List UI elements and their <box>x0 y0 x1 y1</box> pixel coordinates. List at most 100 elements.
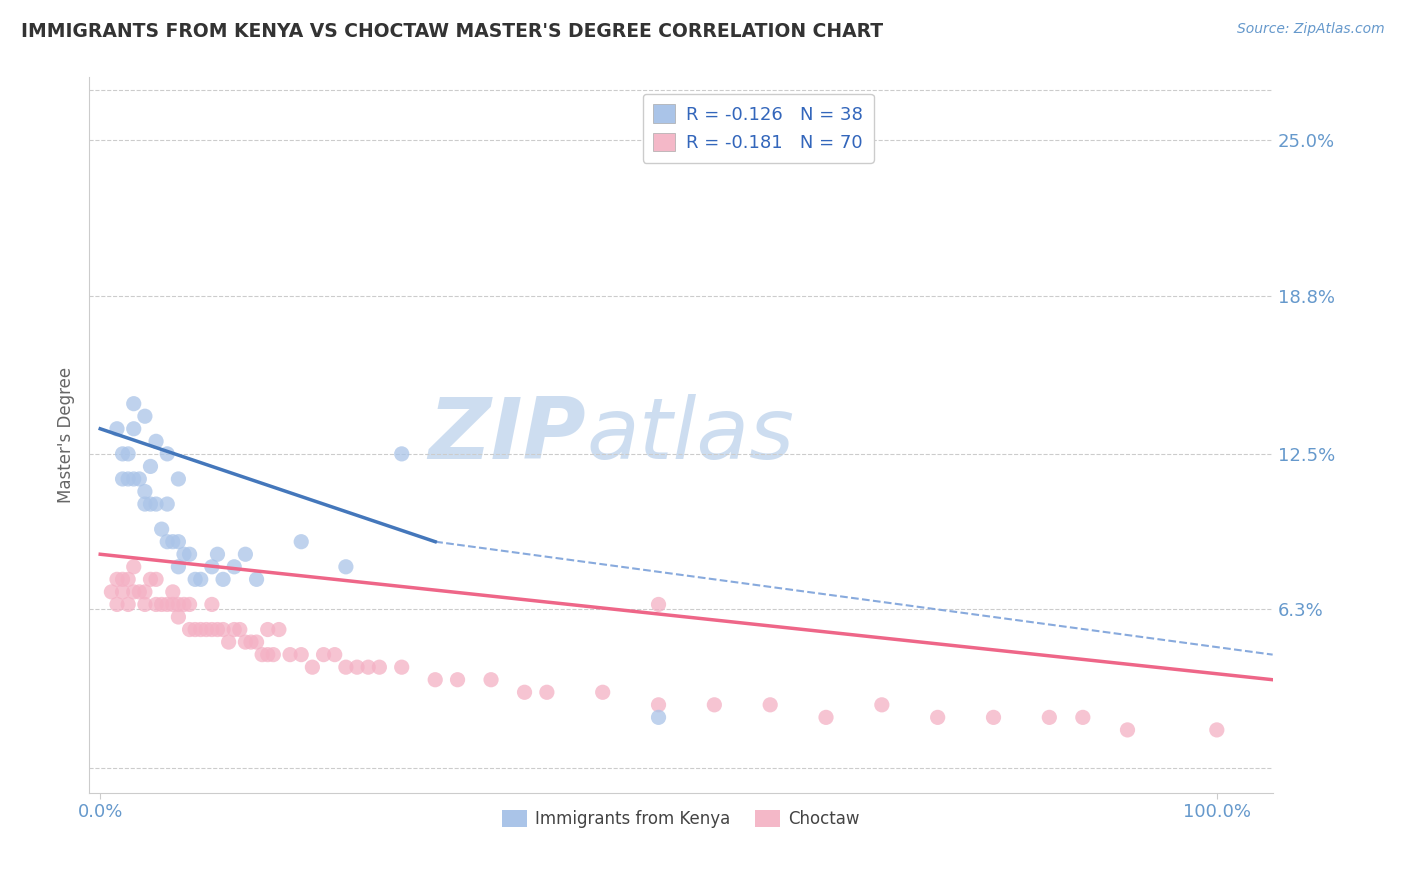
Point <box>323 648 346 662</box>
Point <box>105 572 128 586</box>
Point <box>100 585 122 599</box>
Point <box>647 598 669 612</box>
Point <box>167 534 190 549</box>
Point <box>212 623 235 637</box>
Text: ZIP: ZIP <box>429 393 586 476</box>
Point <box>1205 723 1227 737</box>
Point <box>184 623 207 637</box>
Point <box>224 623 246 637</box>
Point <box>195 623 218 637</box>
Point <box>105 422 128 436</box>
Point <box>536 685 558 699</box>
Point <box>218 635 240 649</box>
Point <box>145 434 167 449</box>
Point <box>335 660 357 674</box>
Point <box>278 648 301 662</box>
Point <box>156 497 179 511</box>
Point <box>111 585 134 599</box>
Point <box>190 623 212 637</box>
Point <box>368 660 391 674</box>
Point <box>224 559 246 574</box>
Point <box>446 673 468 687</box>
Point <box>139 572 162 586</box>
Point <box>201 623 224 637</box>
Point <box>1116 723 1139 737</box>
Point <box>245 635 267 649</box>
Text: IMMIGRANTS FROM KENYA VS CHOCTAW MASTER'S DEGREE CORRELATION CHART: IMMIGRANTS FROM KENYA VS CHOCTAW MASTER'… <box>21 22 883 41</box>
Point <box>391 447 413 461</box>
Point <box>190 572 212 586</box>
Point <box>814 710 837 724</box>
Point <box>179 547 201 561</box>
Point <box>134 497 156 511</box>
Text: Source: ZipAtlas.com: Source: ZipAtlas.com <box>1237 22 1385 37</box>
Point <box>156 598 179 612</box>
Point <box>256 623 278 637</box>
Point <box>703 698 725 712</box>
Point <box>156 447 179 461</box>
Point <box>167 472 190 486</box>
Point <box>250 648 273 662</box>
Point <box>346 660 368 674</box>
Point <box>167 559 190 574</box>
Point <box>150 598 173 612</box>
Point <box>128 585 150 599</box>
Point <box>111 472 134 486</box>
Point <box>105 598 128 612</box>
Point <box>111 447 134 461</box>
Point <box>179 623 201 637</box>
Point <box>122 585 145 599</box>
Point <box>134 484 156 499</box>
Point <box>134 598 156 612</box>
Point <box>647 698 669 712</box>
Point <box>122 559 145 574</box>
Point <box>122 472 145 486</box>
Point <box>162 534 184 549</box>
Point <box>245 572 267 586</box>
Point <box>759 698 782 712</box>
Point <box>162 585 184 599</box>
Point <box>927 710 949 724</box>
Point <box>301 660 323 674</box>
Point <box>1038 710 1060 724</box>
Point <box>117 572 139 586</box>
Point <box>122 397 145 411</box>
Point <box>312 648 335 662</box>
Point <box>335 559 357 574</box>
Point <box>145 497 167 511</box>
Point <box>983 710 1005 724</box>
Point <box>479 673 502 687</box>
Point <box>201 559 224 574</box>
Point <box>173 547 195 561</box>
Point <box>139 497 162 511</box>
Point <box>145 572 167 586</box>
Point <box>117 472 139 486</box>
Point <box>870 698 893 712</box>
Point <box>647 710 669 724</box>
Point <box>240 635 263 649</box>
Point <box>111 572 134 586</box>
Point <box>122 422 145 436</box>
Point <box>1071 710 1094 724</box>
Point <box>235 635 257 649</box>
Point <box>117 598 139 612</box>
Point <box>173 598 195 612</box>
Point <box>290 648 312 662</box>
Point <box>117 447 139 461</box>
Point <box>207 623 229 637</box>
Point <box>267 623 290 637</box>
Point <box>391 660 413 674</box>
Text: atlas: atlas <box>586 393 794 476</box>
Point <box>290 534 312 549</box>
Point <box>357 660 380 674</box>
Y-axis label: Master's Degree: Master's Degree <box>58 367 75 503</box>
Point <box>425 673 447 687</box>
Point <box>592 685 614 699</box>
Point <box>145 598 167 612</box>
Point <box>128 472 150 486</box>
Point <box>229 623 252 637</box>
Point <box>139 459 162 474</box>
Legend: Immigrants from Kenya, Choctaw: Immigrants from Kenya, Choctaw <box>495 803 866 834</box>
Point <box>150 522 173 536</box>
Point <box>256 648 278 662</box>
